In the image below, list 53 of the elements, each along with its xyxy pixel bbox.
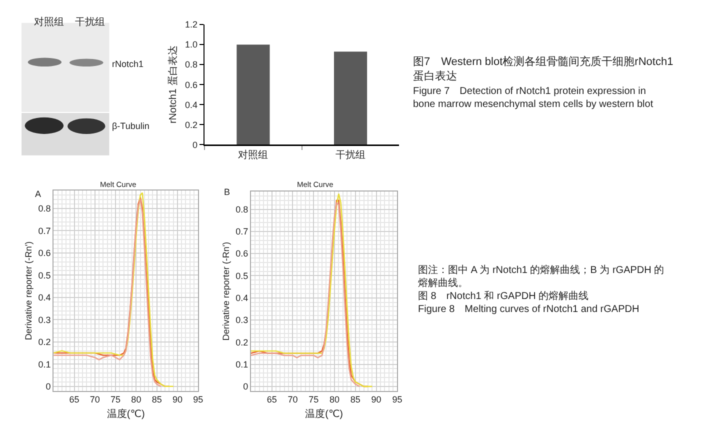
y-tick-label: 1.0 — [185, 40, 198, 50]
y-tick-label: 0.8 — [236, 204, 248, 214]
y-tick-label: 0.3 — [38, 314, 51, 325]
x-tick-label: 90 — [172, 394, 182, 405]
y-tick-label: 0.6 — [38, 248, 51, 258]
y-tick-label: 0.2 — [38, 337, 51, 348]
y-tick-label: 0.1 — [38, 359, 51, 370]
x-tick-label: 65 — [69, 394, 80, 405]
x-tick-label: 70 — [288, 394, 298, 405]
x-tick-label: 75 — [308, 394, 319, 405]
y-tick-label: 0.8 — [38, 204, 51, 214]
y-tick-label: 0.5 — [236, 270, 248, 281]
y-tick-label: 0.4 — [38, 292, 51, 303]
y-tick-label: 0 — [243, 382, 248, 392]
x-tick-label: 95 — [392, 394, 402, 405]
x-tick-label: 95 — [193, 394, 204, 405]
y-tick-label: 0.3 — [236, 315, 248, 326]
text: rNotch1 — [112, 59, 144, 69]
x-tick-label: 85 — [350, 394, 360, 405]
y-tick-label: 0.6 — [185, 80, 198, 90]
y-tick-label: 0.2 — [185, 120, 198, 130]
y-tick-label: 0.4 — [236, 293, 248, 304]
x-tick-label: 65 — [266, 394, 277, 405]
y-axis-title: Derivative reporter (-Rn') — [24, 241, 34, 340]
caption: Figure 8 Melting curves of rNotch1 and rGAPDH — [418, 304, 640, 315]
y-tick-label: 0.5 — [38, 270, 51, 280]
y-tick-label: 1.2 — [185, 20, 198, 30]
y-tick-label: 0.4 — [185, 100, 198, 110]
x-axis-title: 温度(℃) — [305, 408, 344, 420]
y-tick-label: 0.8 — [185, 60, 198, 70]
x-axis-title: 温度(℃) — [106, 408, 145, 420]
caption: 图 8 rNotch1 和 rGAPDH 的熔解曲线 — [418, 290, 589, 302]
x-tick-label: 85 — [152, 394, 162, 405]
text: 图注：图中 A 为 rNotch1 的熔解曲线；B 为 rGAPDH 的熔解曲线。 — [418, 264, 664, 289]
y-axis-title: Derivative reporter (-Rn') — [220, 242, 231, 341]
text: B — [224, 187, 230, 197]
y-tick-label: 0.2 — [236, 337, 248, 348]
y-tick-label: 0 — [46, 382, 51, 392]
y-axis-title: rNotch1 蛋白表达 — [167, 46, 180, 124]
y-tick-label: 0.6 — [236, 248, 248, 259]
x-tick-label: 90 — [371, 394, 382, 405]
y-tick-label: 0.1 — [236, 359, 248, 370]
caption: Figure 7 Detection of rNotch1 protein expression in bone marrow mesenchymal stem cells by western blot — [413, 86, 654, 110]
y-tick-label: 0 — [192, 140, 198, 150]
y-tick-label: 0.7 — [38, 226, 51, 236]
text: β-Tubulin — [112, 121, 150, 131]
x-tick-label: 75 — [110, 394, 121, 405]
y-tick-label: 0.7 — [236, 226, 248, 237]
x-tick-label: 80 — [131, 394, 142, 405]
text: A — [35, 189, 42, 199]
caption: 图7 Western blot检测各组骨髓间充质干细胞rNotch1蛋白表达 — [413, 55, 674, 82]
x-tick-label: 80 — [330, 394, 340, 405]
x-tick-label: 70 — [90, 394, 100, 405]
